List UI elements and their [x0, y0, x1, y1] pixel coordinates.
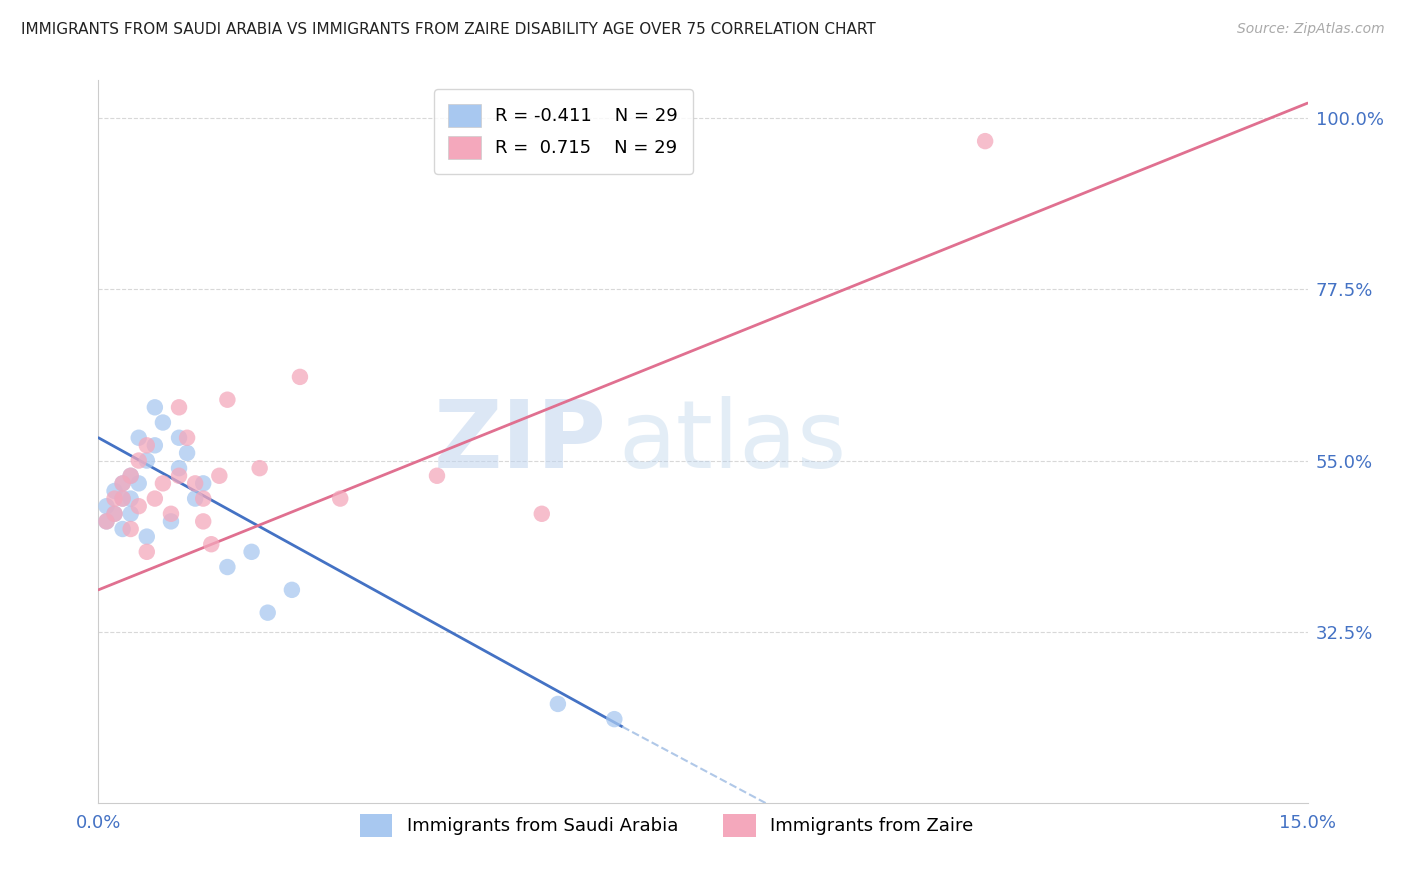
Point: [135, 438, 157, 452]
Point: [217, 560, 239, 574]
Point: [128, 476, 150, 491]
Point: [240, 545, 263, 559]
Point: [96, 515, 118, 529]
Legend: Immigrants from Saudi Arabia, Immigrants from Zaire: Immigrants from Saudi Arabia, Immigrants…: [353, 806, 981, 845]
Point: [974, 134, 997, 148]
Point: [217, 392, 239, 407]
Point: [120, 522, 142, 536]
Point: [128, 431, 150, 445]
Point: [160, 515, 183, 529]
Point: [281, 582, 304, 597]
Point: [120, 507, 142, 521]
Point: [96, 515, 118, 529]
Point: [135, 545, 157, 559]
Point: [167, 401, 190, 415]
Point: [184, 491, 207, 506]
Point: [111, 491, 134, 506]
Point: [111, 476, 134, 491]
Point: [193, 515, 215, 529]
Point: [120, 491, 142, 506]
Text: atlas: atlas: [619, 395, 846, 488]
Point: [160, 507, 183, 521]
Point: [120, 468, 142, 483]
Point: [426, 468, 449, 483]
Point: [193, 476, 215, 491]
Point: [143, 401, 166, 415]
Point: [176, 446, 198, 460]
Point: [128, 453, 150, 467]
Point: [135, 530, 157, 544]
Point: [603, 712, 626, 726]
Point: [103, 491, 125, 506]
Point: [176, 431, 198, 445]
Point: [152, 476, 174, 491]
Point: [120, 468, 142, 483]
Point: [167, 468, 190, 483]
Point: [152, 416, 174, 430]
Point: [167, 431, 190, 445]
Point: [96, 499, 118, 513]
Point: [111, 476, 134, 491]
Point: [208, 468, 231, 483]
Point: [103, 507, 125, 521]
Text: Source: ZipAtlas.com: Source: ZipAtlas.com: [1237, 22, 1385, 37]
Point: [249, 461, 271, 475]
Text: IMMIGRANTS FROM SAUDI ARABIA VS IMMIGRANTS FROM ZAIRE DISABILITY AGE OVER 75 COR: IMMIGRANTS FROM SAUDI ARABIA VS IMMIGRAN…: [21, 22, 876, 37]
Point: [128, 499, 150, 513]
Point: [103, 483, 125, 498]
Point: [103, 507, 125, 521]
Point: [200, 537, 222, 551]
Point: [135, 453, 157, 467]
Point: [167, 461, 190, 475]
Point: [184, 476, 207, 491]
Text: ZIP: ZIP: [433, 395, 606, 488]
Point: [547, 697, 569, 711]
Point: [329, 491, 352, 506]
Point: [530, 507, 553, 521]
Point: [288, 370, 311, 384]
Point: [143, 491, 166, 506]
Point: [256, 606, 278, 620]
Point: [193, 491, 215, 506]
Point: [143, 438, 166, 452]
Point: [111, 491, 134, 506]
Point: [111, 522, 134, 536]
